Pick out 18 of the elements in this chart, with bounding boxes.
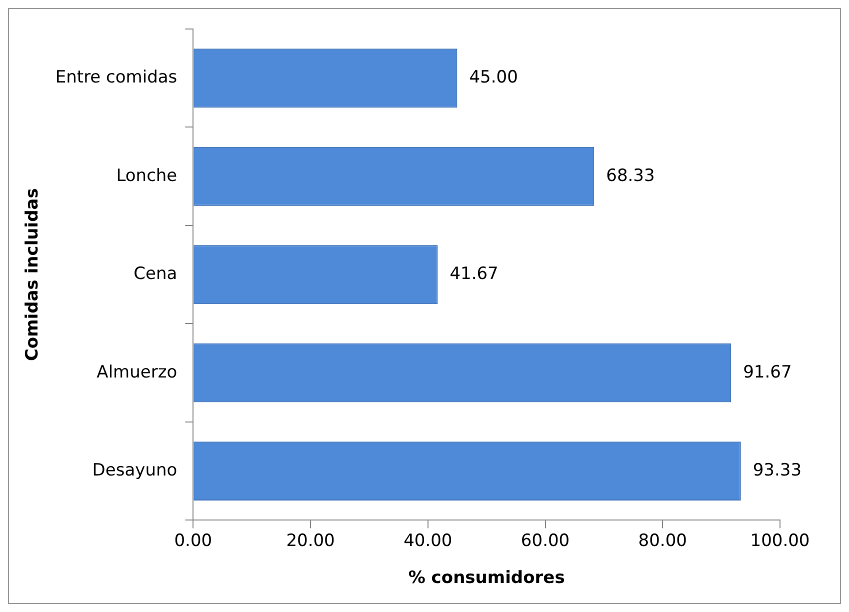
- x-tick-label: 60.00: [520, 530, 570, 551]
- y-tick-label: Almuerzo: [96, 362, 178, 382]
- x-tick-label: 100.00: [750, 530, 810, 551]
- y-axis-title: Comidas incluidas: [22, 188, 43, 362]
- x-tick-label: 40.00: [404, 530, 452, 551]
- data-label: 41.67: [450, 264, 498, 284]
- y-tick-label: Lonche: [116, 166, 178, 186]
- x-tick-label: 0.00: [174, 530, 212, 551]
- data-label: 93.33: [752, 460, 802, 480]
- y-tick-label: Desayuno: [92, 460, 178, 480]
- data-label: 68.33: [606, 166, 655, 186]
- x-tick-label: 80.00: [638, 530, 687, 551]
- x-tick-label: 20.00: [286, 530, 335, 551]
- data-label: 91.67: [743, 362, 792, 382]
- y-tick-label: Entre comidas: [55, 68, 178, 88]
- x-axis-title: % consumidores: [408, 568, 565, 588]
- data-label: 45.00: [469, 68, 518, 88]
- y-tick-label: Cena: [134, 264, 178, 284]
